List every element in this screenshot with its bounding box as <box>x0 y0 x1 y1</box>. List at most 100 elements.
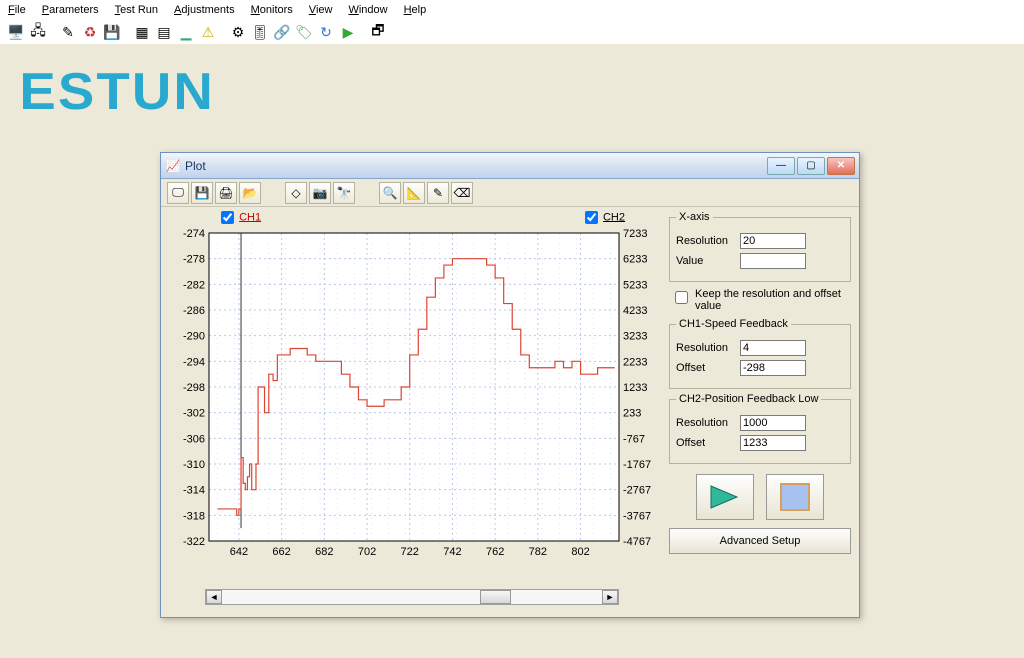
tune-icon[interactable]: 🎚 <box>250 22 270 42</box>
svg-text:1233: 1233 <box>623 382 647 394</box>
scroll-right-button[interactable]: ► <box>602 590 618 604</box>
keep-resolution-row[interactable]: Keep the resolution and offset value <box>669 286 851 314</box>
svg-text:-306: -306 <box>183 433 205 445</box>
play-icon <box>707 482 743 512</box>
ch1-offset-label: Offset <box>676 362 740 374</box>
minimize-button[interactable]: — <box>767 157 795 175</box>
ch2-group: CH2-Position Feedback Low Resolution Off… <box>669 393 851 464</box>
svg-text:3233: 3233 <box>623 331 647 343</box>
svg-text:-294: -294 <box>183 356 205 368</box>
ch2-offset-input[interactable] <box>740 435 806 451</box>
maximize-button[interactable]: ▢ <box>797 157 825 175</box>
ch1-toggle[interactable]: CH1 <box>221 211 261 224</box>
scroll-thumb[interactable] <box>480 590 510 604</box>
keep-resolution-checkbox[interactable] <box>675 291 688 304</box>
svg-text:-302: -302 <box>183 408 205 420</box>
stop-icon <box>777 480 813 514</box>
chart-icon[interactable]: ▁ <box>176 22 196 42</box>
edit-icon[interactable]: ✎ <box>58 22 78 42</box>
warning-icon[interactable]: ⚠ <box>198 22 218 42</box>
ch2-resolution-label: Resolution <box>676 417 740 429</box>
link-icon[interactable]: 🔗 <box>272 22 292 42</box>
ch2-toggle[interactable]: CH2 <box>585 211 625 224</box>
advanced-setup-button[interactable]: Advanced Setup <box>669 528 851 554</box>
menu-view[interactable]: View <box>309 4 333 16</box>
camera-icon[interactable]: 📷 <box>309 182 331 204</box>
save-icon[interactable]: 💾 <box>102 22 122 42</box>
refresh-icon[interactable]: ♻ <box>80 22 100 42</box>
new-plot-icon[interactable]: 🖵 <box>167 182 189 204</box>
open-icon[interactable]: 📂 <box>239 182 261 204</box>
list-icon[interactable]: ▤ <box>154 22 174 42</box>
zoom-icon[interactable]: 🔍 <box>379 182 401 204</box>
menu-file[interactable]: File <box>8 4 26 16</box>
close-button[interactable]: ✕ <box>827 157 855 175</box>
menu-testrun[interactable]: Test Run <box>115 4 158 16</box>
table-icon[interactable]: ▦ <box>132 22 152 42</box>
xaxis-value-input[interactable] <box>740 253 806 269</box>
svg-text:-290: -290 <box>183 331 205 343</box>
chart-area: CH1 CH2 -274-278-282-286-290-294-298-302… <box>161 207 667 617</box>
go-icon[interactable]: ▶ <box>338 22 358 42</box>
svg-text:-2767: -2767 <box>623 485 651 497</box>
plot-canvas: -274-278-282-286-290-294-298-302-306-310… <box>169 227 659 569</box>
plot-titlebar[interactable]: 📈 Plot — ▢ ✕ <box>161 153 859 179</box>
connect-icon[interactable]: 🖥️ <box>6 22 26 42</box>
gear-icon[interactable]: ⚙ <box>228 22 248 42</box>
svg-text:782: 782 <box>529 546 547 558</box>
ch1-checkbox[interactable] <box>221 211 234 224</box>
plot-window: 📈 Plot — ▢ ✕ 🖵 💾 🖨 📂 ◇ 📷 🔭 🔍 📐 ✎ ⌫ <box>160 152 860 618</box>
save-plot-icon[interactable]: 💾 <box>191 182 213 204</box>
svg-text:802: 802 <box>571 546 589 558</box>
menu-parameters[interactable]: Parameters <box>42 4 99 16</box>
svg-text:6233: 6233 <box>623 254 647 266</box>
pencil-icon[interactable]: ✎ <box>427 182 449 204</box>
xaxis-resolution-label: Resolution <box>676 235 740 247</box>
svg-text:762: 762 <box>486 546 504 558</box>
svg-text:-274: -274 <box>183 228 205 240</box>
svg-text:-286: -286 <box>183 305 205 317</box>
print-icon[interactable]: 🖨 <box>215 182 237 204</box>
plot-toolbar: 🖵 💾 🖨 📂 ◇ 📷 🔭 🔍 📐 ✎ ⌫ <box>161 179 859 207</box>
ch2-resolution-input[interactable] <box>740 415 806 431</box>
menu-window[interactable]: Window <box>348 4 387 16</box>
svg-text:642: 642 <box>230 546 248 558</box>
xaxis-resolution-input[interactable] <box>740 233 806 249</box>
ch2-offset-label: Offset <box>676 437 740 449</box>
menu-monitors[interactable]: Monitors <box>251 4 293 16</box>
ch2-checkbox[interactable] <box>585 211 598 224</box>
tag-icon[interactable]: 🏷 <box>294 22 314 42</box>
svg-text:-318: -318 <box>183 510 205 522</box>
play-button[interactable] <box>696 474 754 520</box>
xaxis-legend: X-axis <box>676 211 713 223</box>
windows-icon[interactable]: 🗗 <box>368 22 388 42</box>
disconnect-icon[interactable]: 🖧 <box>28 22 48 42</box>
svg-text:-767: -767 <box>623 433 645 445</box>
svg-text:4233: 4233 <box>623 305 647 317</box>
menu-bar: File Parameters Test Run Adjustments Mon… <box>0 0 1024 20</box>
menu-help[interactable]: Help <box>404 4 427 16</box>
ch1-resolution-label: Resolution <box>676 342 740 354</box>
scroll-left-button[interactable]: ◄ <box>206 590 222 604</box>
x-scrollbar[interactable]: ◄ ► <box>205 589 619 605</box>
svg-text:-298: -298 <box>183 382 205 394</box>
clear-icon[interactable]: ⌫ <box>451 182 473 204</box>
measure-icon[interactable]: 📐 <box>403 182 425 204</box>
stop-button[interactable] <box>766 474 824 520</box>
svg-text:-314: -314 <box>183 485 205 497</box>
ch1-resolution-input[interactable] <box>740 340 806 356</box>
brand-logo: ESTUN <box>19 62 215 122</box>
svg-text:702: 702 <box>358 546 376 558</box>
find-icon[interactable]: 🔭 <box>333 182 355 204</box>
svg-text:5233: 5233 <box>623 279 647 291</box>
ch1-legend: CH1-Speed Feedback <box>676 318 791 330</box>
keep-resolution-label: Keep the resolution and offset value <box>695 288 851 312</box>
svg-text:233: 233 <box>623 408 641 420</box>
reload-icon[interactable]: ↻ <box>316 22 336 42</box>
svg-text:2233: 2233 <box>623 356 647 368</box>
scroll-track[interactable] <box>222 590 602 604</box>
menu-adjustments[interactable]: Adjustments <box>174 4 235 16</box>
eraser-icon[interactable]: ◇ <box>285 182 307 204</box>
xaxis-group: X-axis Resolution Value <box>669 211 851 282</box>
ch1-offset-input[interactable] <box>740 360 806 376</box>
